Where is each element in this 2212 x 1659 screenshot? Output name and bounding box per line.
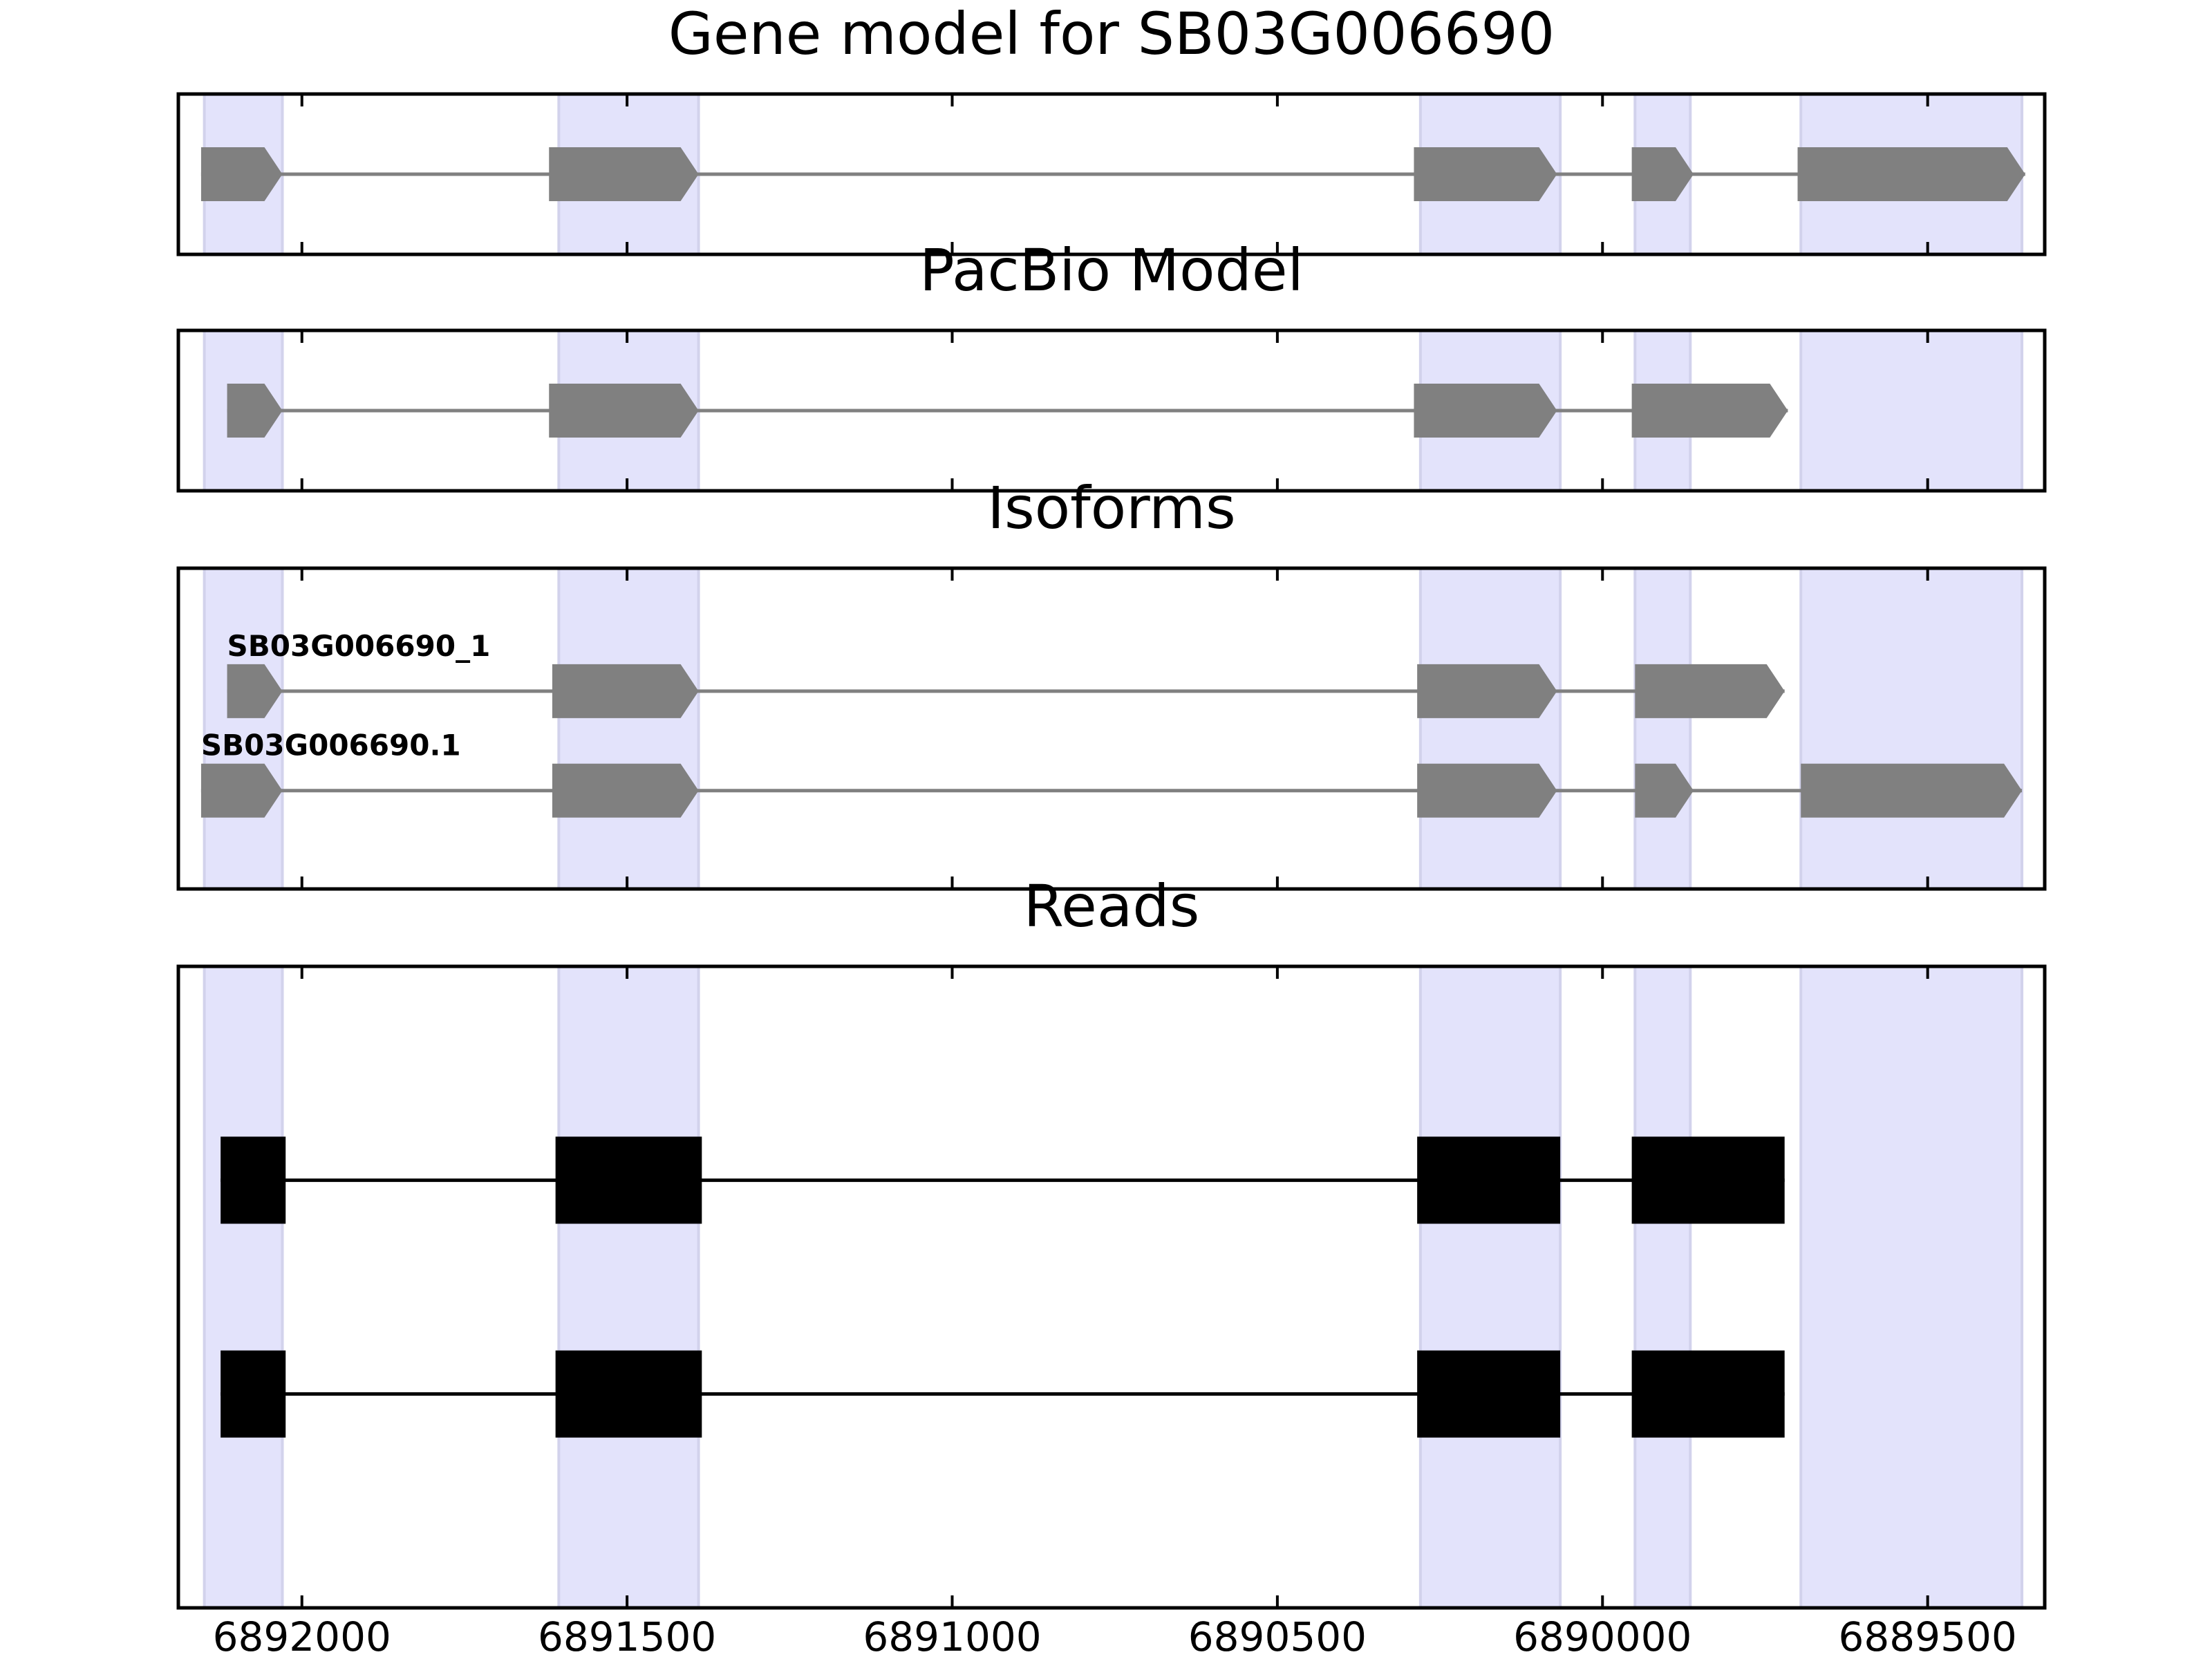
exon-arrow — [200, 147, 283, 201]
exon-arrow — [552, 763, 699, 818]
isoform-label: SB03G006690_1 — [227, 629, 491, 663]
exon-arrow — [227, 384, 283, 438]
read-exon-block — [555, 1136, 702, 1224]
panel-title: PacBio Model — [919, 236, 1304, 304]
read-exon-block — [221, 1350, 286, 1438]
exon-arrow — [1635, 763, 1694, 818]
panel-title: Gene model for SB03G006690 — [668, 0, 1555, 68]
exon-highlight-region — [1799, 965, 2024, 1609]
exon-arrow — [227, 664, 283, 718]
x-tick-label: 6890500 — [1188, 1613, 1367, 1659]
x-tick-label: 6891000 — [863, 1613, 1041, 1659]
exon-arrow — [1417, 664, 1557, 718]
panel-title: Reads — [1024, 872, 1200, 940]
panel-frame — [176, 328, 2047, 493]
exon-highlight-region — [1418, 567, 1562, 890]
exon-highlight-region — [1799, 567, 2024, 890]
exon-highlight-region — [1799, 329, 2024, 492]
exon-arrow — [549, 147, 699, 201]
exon-arrow — [1635, 664, 1785, 718]
panel-frame — [176, 566, 2047, 891]
x-tick-label: 6891500 — [538, 1613, 716, 1659]
read-exon-block — [1417, 1350, 1561, 1438]
panel-frame — [176, 92, 2047, 256]
panel-title: Isoforms — [987, 474, 1236, 542]
read-exon-block — [1631, 1136, 1785, 1224]
exon-arrow — [1414, 147, 1557, 201]
exon-arrow — [1801, 763, 2023, 818]
exon-arrow — [1417, 763, 1557, 818]
exon-arrow — [1631, 147, 1694, 201]
x-tick-label: 6892000 — [213, 1613, 391, 1659]
read-exon-block — [1631, 1350, 1785, 1438]
exon-arrow — [549, 384, 699, 438]
x-tick-label: 6890000 — [1513, 1613, 1691, 1659]
read-exon-block — [555, 1350, 702, 1438]
exon-highlight-region — [1633, 567, 1692, 890]
exon-arrow — [1414, 384, 1557, 438]
exon-arrow — [1631, 384, 1788, 438]
exon-highlight-region — [557, 567, 700, 890]
isoform-label: SB03G006690.1 — [201, 729, 461, 762]
exon-arrow — [552, 664, 699, 718]
exon-highlight-region — [557, 965, 700, 1609]
exon-arrow — [200, 763, 283, 818]
exon-highlight-region — [1418, 965, 1562, 1609]
x-tick-label: 6889500 — [1839, 1613, 2017, 1659]
panel-frame — [176, 964, 2047, 1610]
read-exon-block — [221, 1136, 286, 1224]
exon-highlight-region — [203, 965, 284, 1609]
exon-arrow — [1797, 147, 2025, 201]
read-exon-block — [1417, 1136, 1561, 1224]
exon-highlight-region — [1633, 965, 1692, 1609]
